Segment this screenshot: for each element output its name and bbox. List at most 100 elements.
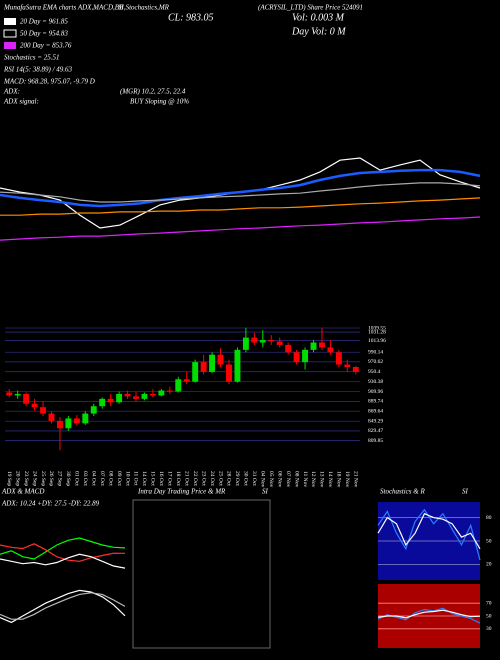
series-line xyxy=(377,607,481,624)
candle-body xyxy=(276,341,283,345)
series-line xyxy=(0,216,481,241)
x-tick-label: 08 Nov xyxy=(293,471,299,488)
x-tick-label: 15 Oct xyxy=(150,471,156,486)
x-tick-label: 11 Oct xyxy=(133,471,139,486)
ma20: 20 Day = 961.85 xyxy=(20,18,68,26)
x-tick-label: 23 Oct xyxy=(200,471,206,486)
x-tick-label: 05 Nov xyxy=(268,471,274,488)
candle-body xyxy=(293,352,300,363)
indicators-title: SI,Stochastics,MR xyxy=(118,4,170,12)
x-tick-label: 31 Oct xyxy=(251,471,257,486)
candle-body xyxy=(141,393,148,399)
y-tick-label: 970.62 xyxy=(368,359,383,365)
x-tick-label: 26 Sep xyxy=(48,471,54,486)
day-volume: Day Vol: 0 M xyxy=(291,26,346,37)
candle-body xyxy=(40,407,46,414)
ma200-swatch xyxy=(4,42,16,49)
y-tick-label: 869.64 xyxy=(368,409,383,415)
x-tick-label: 19 Nov xyxy=(344,471,350,488)
candle-body xyxy=(251,337,258,343)
candle-body xyxy=(166,390,173,392)
y-tick-label: 20 xyxy=(486,562,492,568)
x-tick-label: 24 Sep xyxy=(31,471,37,486)
series-line xyxy=(0,197,481,216)
candle-body xyxy=(107,398,114,403)
x-tick-label: 27 Sep xyxy=(57,471,63,486)
candle-body xyxy=(302,349,309,363)
y-tick-label: 849.29 xyxy=(368,419,383,425)
rsi: RSI 14(5: 38.89) / 49.63 xyxy=(3,66,73,74)
x-tick-label: 19 Sep xyxy=(6,471,12,486)
candle-body xyxy=(6,392,13,396)
series-line xyxy=(377,609,481,619)
stochastics: Stochastics = 25.51 xyxy=(4,54,59,62)
x-tick-label: 08 Oct xyxy=(107,471,113,486)
y-tick-label: 990.14 xyxy=(368,349,383,355)
candle-body xyxy=(65,418,72,429)
x-tick-label: 20 Sep xyxy=(14,471,20,486)
ma50: 50 Day = 954.83 xyxy=(20,30,68,38)
panel-subtitle: SI xyxy=(462,488,469,496)
panel-subtitle: ADX: 10.24 +DY: 27.5 -DY: 22.89 xyxy=(1,500,100,508)
company-title: (ACRYSIL_LTD) Share Price 524091 xyxy=(258,4,363,12)
x-tick-label: 14 Nov xyxy=(327,471,333,488)
x-tick-label: 28 Oct xyxy=(226,471,232,486)
y-tick-label: 809.85 xyxy=(368,438,383,444)
candle-body xyxy=(335,352,342,365)
adx-signal: BUY Sloping @ 10% xyxy=(130,98,189,106)
candle-body xyxy=(217,354,224,365)
x-tick-label: 17 Oct xyxy=(167,471,173,486)
series-line xyxy=(0,182,481,203)
candle-body xyxy=(82,413,89,424)
y-tick-label: 50 xyxy=(486,613,492,619)
x-tick-label: 11 Nov xyxy=(302,471,308,487)
candle-body xyxy=(23,393,30,404)
candle-body xyxy=(56,420,63,429)
candle-body xyxy=(31,403,38,408)
candle-body xyxy=(344,364,351,367)
candle-body xyxy=(99,398,106,407)
series-line xyxy=(0,543,126,562)
x-tick-label: 12 Nov xyxy=(310,471,316,488)
y-tick-label: 1039.55 xyxy=(368,325,386,331)
x-tick-label: 07 Nov xyxy=(285,471,291,488)
candle-body xyxy=(124,393,131,397)
candle-body xyxy=(242,337,249,350)
intraday-si: SI xyxy=(262,488,269,496)
candle-body xyxy=(268,340,275,342)
y-tick-label: 909.96 xyxy=(368,389,383,395)
x-tick-label: 09 Oct xyxy=(116,471,122,486)
close-price: CL: 983.05 xyxy=(168,12,214,23)
intraday-panel xyxy=(132,499,271,649)
series-line xyxy=(377,512,481,550)
panel-title: Stochastics & R xyxy=(380,488,425,496)
candle-body xyxy=(285,344,292,353)
ma20-swatch xyxy=(4,18,16,25)
candle-body xyxy=(183,379,190,382)
series-line xyxy=(0,592,126,620)
series-line xyxy=(0,168,481,208)
x-tick-label: 30 Sep xyxy=(65,471,71,486)
y-tick-label: 829.47 xyxy=(368,428,383,434)
x-tick-label: 29 Oct xyxy=(234,471,240,486)
candle-body xyxy=(149,393,156,396)
x-tick-label: 18 Oct xyxy=(175,471,181,486)
x-tick-label: 23 Sep xyxy=(23,471,29,486)
candle-body xyxy=(209,354,216,372)
x-tick-label: 18 Nov xyxy=(336,471,342,488)
adx-signal-label: ADX signal: xyxy=(3,98,39,106)
site-title: MunafaSutra EMA charts ADX,MACD,BB xyxy=(3,4,124,12)
x-tick-label: 25 Sep xyxy=(40,471,46,486)
y-tick-label: 70 xyxy=(486,600,492,606)
x-tick-label: 01 Oct xyxy=(74,471,80,486)
y-tick-label: 30 xyxy=(486,626,492,632)
candle-body xyxy=(327,347,334,353)
panel-title: ADX & MACD xyxy=(1,488,44,496)
candle-body xyxy=(234,349,241,382)
x-tick-label: 04 Oct xyxy=(90,471,96,486)
series-line xyxy=(0,589,126,624)
candle-body xyxy=(175,379,182,392)
candle-body xyxy=(352,367,359,372)
y-tick-label: 80 xyxy=(486,515,492,521)
